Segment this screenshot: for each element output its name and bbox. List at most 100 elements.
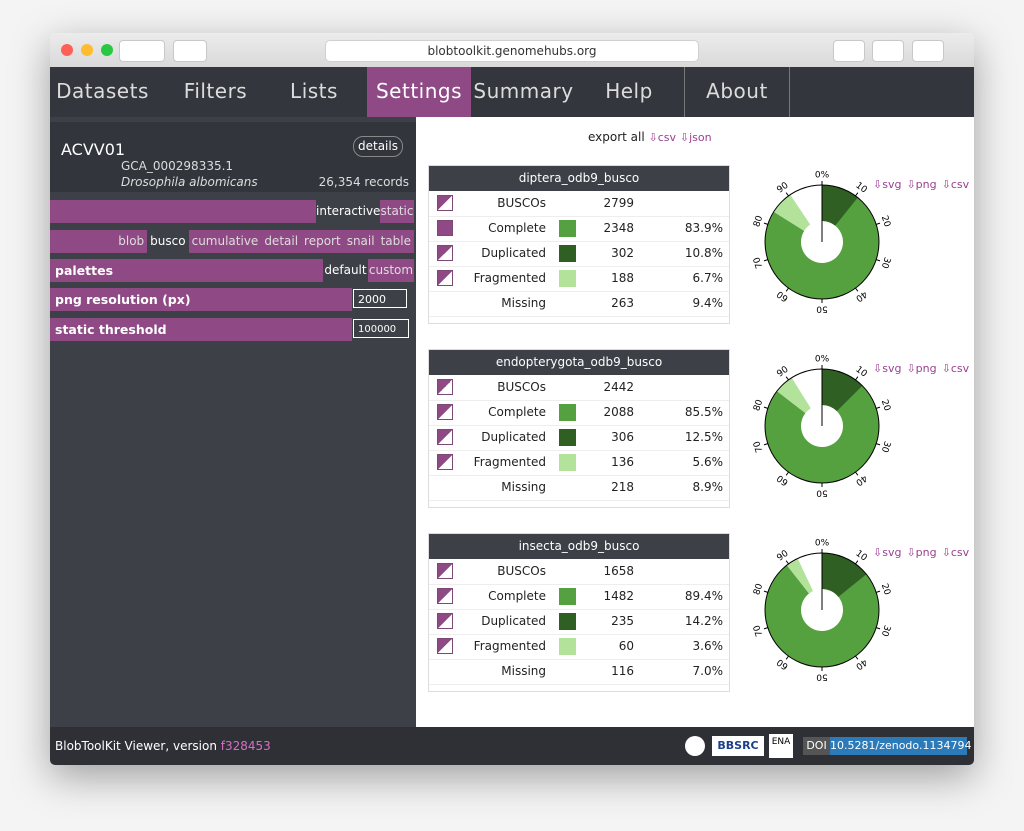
view-option[interactable]: blob xyxy=(118,234,145,248)
row-label: Complete xyxy=(488,405,546,419)
mode-row: interactive static xyxy=(50,200,416,223)
title-bar: blobtoolkit.genomehubs.org xyxy=(50,33,974,68)
bbsrc-logo[interactable]: BBSRC xyxy=(712,736,764,756)
row-count: 2348 xyxy=(603,221,634,235)
nav-tab[interactable]: Datasets xyxy=(56,79,149,103)
table-row: Duplicated 302 10.8% xyxy=(429,241,729,267)
nav-bar: Datasets Filters Lists Settings Summary Help A… xyxy=(50,67,974,117)
export-link[interactable]: ⇩csv xyxy=(941,362,970,375)
row-percent: 7.0% xyxy=(692,664,724,678)
table-row: BUSCOs 2442 xyxy=(429,375,729,401)
export-link[interactable]: ⇩csv xyxy=(941,178,970,191)
accession: GCA_000298335.1 xyxy=(121,159,234,173)
toggle-icon[interactable] xyxy=(437,613,453,629)
export-link[interactable]: ⇩png xyxy=(906,546,937,559)
nav-tab[interactable]: Settings xyxy=(367,67,471,117)
toggle-icon[interactable] xyxy=(437,563,453,579)
close-button[interactable] xyxy=(61,44,73,56)
species: Drosophila albomicans xyxy=(121,175,258,189)
swatch xyxy=(559,638,576,655)
toggle-icon[interactable] xyxy=(437,270,453,286)
export-link[interactable]: ⇩csv xyxy=(648,131,677,144)
png-input[interactable]: 2000 xyxy=(353,289,407,308)
view-option[interactable]: busco xyxy=(147,230,189,253)
export-link[interactable]: ⇩csv xyxy=(941,546,970,559)
export-link[interactable]: ⇩svg xyxy=(873,362,902,375)
png-row: png resolution (px) 2000 xyxy=(50,288,416,311)
row-percent: 5.6% xyxy=(692,455,724,469)
back-forward[interactable] xyxy=(119,40,165,62)
tick-label: 40 xyxy=(853,472,868,487)
toggle-icon[interactable] xyxy=(437,245,453,261)
export-link[interactable]: ⇩svg xyxy=(873,178,902,191)
tick-label: 40 xyxy=(853,288,868,303)
busco-table: endopterygota_odb9_busco BUSCOs 2442 Comple… xyxy=(428,349,730,508)
doi[interactable]: 10.5281/zenodo.1134794 xyxy=(830,737,971,755)
export-link[interactable]: ⇩png xyxy=(906,362,937,375)
table-title: insecta_odb9_busco xyxy=(429,534,729,559)
details-button[interactable]: details xyxy=(353,136,403,157)
table-row: Fragmented 188 6.7% xyxy=(429,266,729,292)
export-link[interactable]: ⇩svg xyxy=(873,546,902,559)
view-option[interactable]: detail xyxy=(264,234,299,248)
swatch xyxy=(559,270,576,287)
row-count: 60 xyxy=(618,639,634,653)
nav-tab[interactable]: About xyxy=(684,67,790,117)
view-option[interactable]: snail xyxy=(346,234,375,248)
mode-option[interactable]: static xyxy=(380,200,414,223)
row-label: BUSCOs xyxy=(497,380,546,394)
view-option[interactable]: cumulative xyxy=(191,234,259,248)
row-label: Complete xyxy=(488,589,546,603)
nav-tab[interactable]: Help xyxy=(605,79,653,103)
toggle-icon[interactable] xyxy=(437,454,453,470)
mode-option[interactable]: interactive xyxy=(316,204,381,218)
tick-label: 70 xyxy=(752,439,765,453)
tick-mark xyxy=(763,222,768,225)
nav-tab[interactable]: Filters xyxy=(183,79,248,103)
palette-option[interactable]: default xyxy=(324,263,367,277)
toggle-icon[interactable] xyxy=(437,638,453,654)
version-link[interactable]: f328453 xyxy=(220,739,271,753)
toggle-icon[interactable] xyxy=(437,220,453,236)
zoom-button[interactable] xyxy=(101,44,113,56)
donut-segment xyxy=(773,194,811,231)
view-option[interactable]: table xyxy=(380,234,411,248)
swatch xyxy=(559,588,576,605)
viewer-version: BlobToolKit Viewer, version xyxy=(55,739,217,753)
tick-label: 90 xyxy=(775,365,790,380)
nav-tab[interactable]: Summary xyxy=(473,79,574,103)
view-option[interactable]: report xyxy=(304,234,341,248)
toggle-icon[interactable] xyxy=(437,429,453,445)
tick-label: 50 xyxy=(816,672,828,682)
chart-exports: ⇩svg ⇩png ⇩csv xyxy=(873,546,974,559)
toggle-icon[interactable] xyxy=(437,379,453,395)
donut-segment xyxy=(791,369,822,409)
tick-mark xyxy=(876,222,881,225)
threshold-input[interactable]: 100000 xyxy=(353,319,409,338)
palette-option[interactable]: custom xyxy=(368,259,414,282)
minimize-button[interactable] xyxy=(81,44,93,56)
toggle-icon[interactable] xyxy=(437,195,453,211)
table-row: Fragmented 60 3.6% xyxy=(429,634,729,660)
export-label: export all xyxy=(588,130,645,144)
swatch xyxy=(559,404,576,421)
nav-tab[interactable]: Lists xyxy=(290,79,338,103)
tick-label: 50 xyxy=(816,304,828,314)
bar xyxy=(50,200,316,223)
ena-logo[interactable]: ENA xyxy=(769,734,793,758)
export-link[interactable]: ⇩png xyxy=(906,178,937,191)
dataset-id: ACVV01 xyxy=(61,140,126,159)
share-button[interactable] xyxy=(872,40,904,62)
export-link[interactable]: ⇩json xyxy=(679,131,712,144)
download-button[interactable] xyxy=(833,40,865,62)
row-count: 302 xyxy=(611,246,634,260)
address-bar[interactable]: blobtoolkit.genomehubs.org xyxy=(325,40,699,62)
row-label: Fragmented xyxy=(473,455,546,469)
row-percent: 83.9% xyxy=(684,221,723,235)
sidebar-button[interactable] xyxy=(173,40,207,62)
toggle-icon[interactable] xyxy=(437,588,453,604)
tabs-button[interactable] xyxy=(912,40,944,62)
logo[interactable] xyxy=(685,736,705,756)
row-percent: 6.7% xyxy=(692,271,724,285)
toggle-icon[interactable] xyxy=(437,404,453,420)
